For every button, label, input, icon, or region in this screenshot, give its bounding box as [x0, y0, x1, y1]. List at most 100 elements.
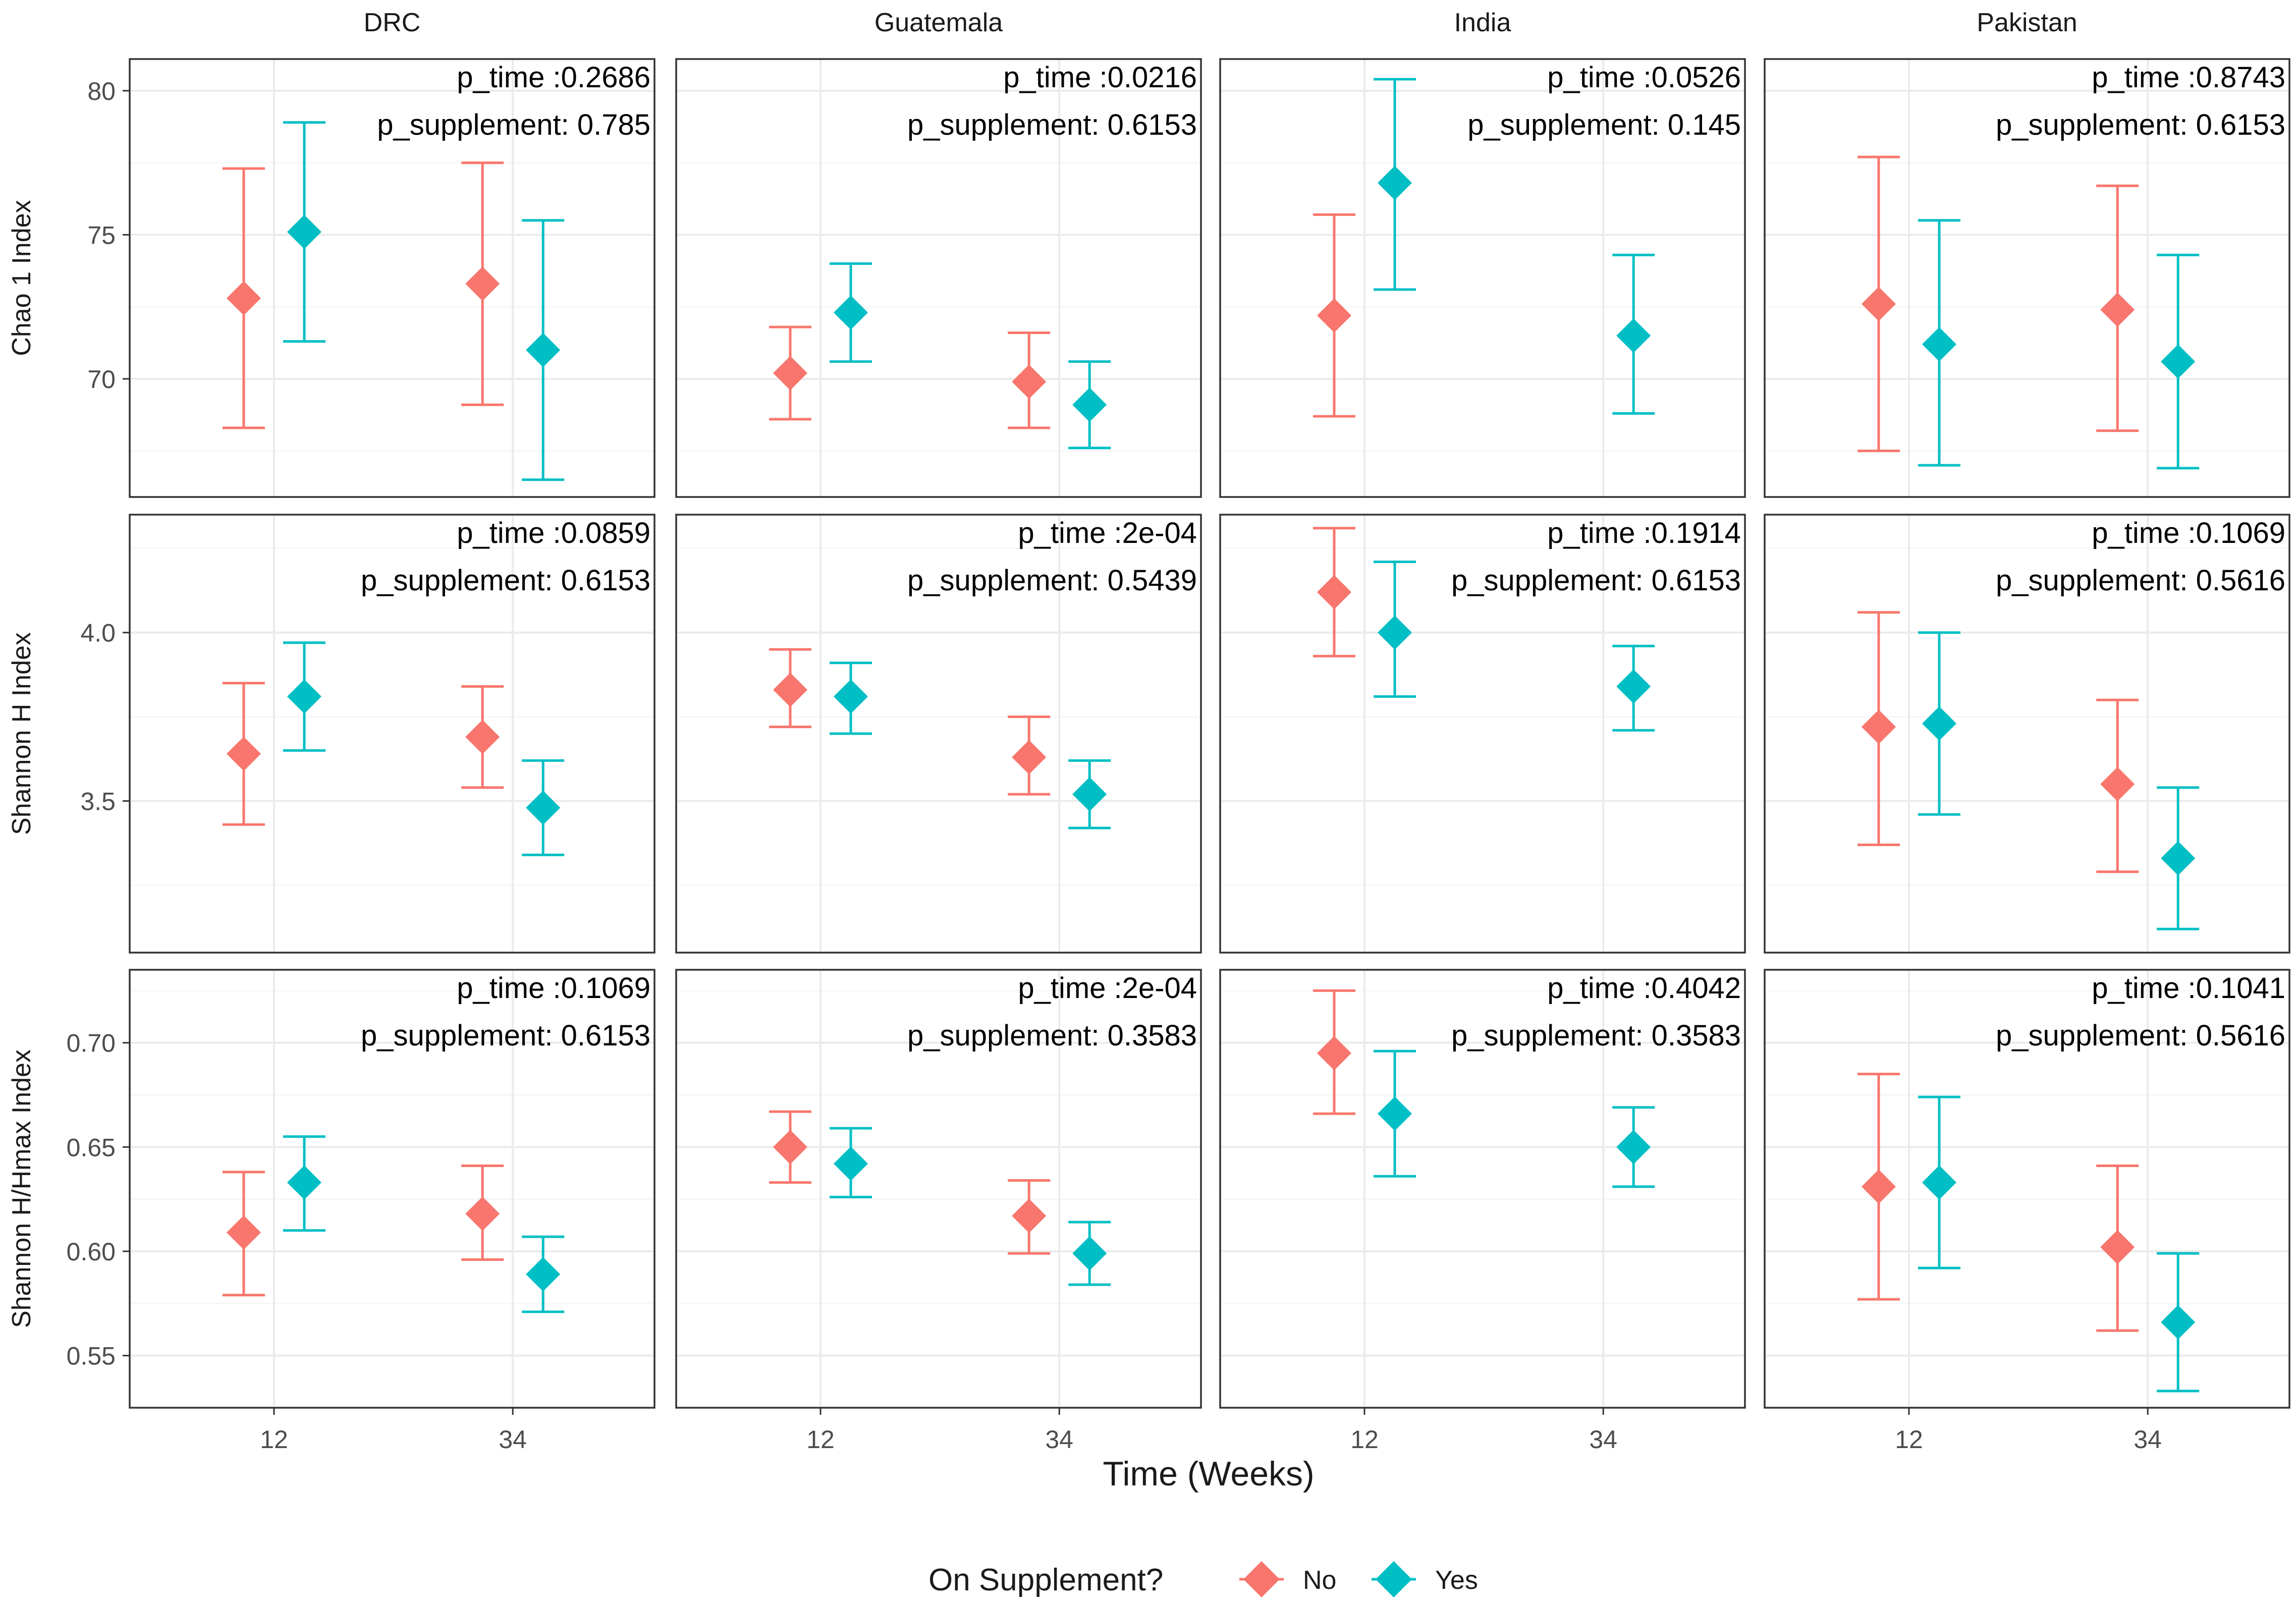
facet-panel-india-row-1: p_time :0.0526 p_supplement: 0.145 [1219, 58, 1746, 498]
mean-diamond-marker [1922, 1165, 1956, 1200]
mean-diamond-marker [1317, 1036, 1351, 1071]
p-time-annotation: p_time :0.1914 [1547, 517, 1741, 549]
data-point-yes-week-34 [1068, 1221, 1111, 1286]
mean-diamond-marker [1317, 298, 1351, 333]
mean-diamond-marker [2100, 292, 2135, 327]
mean-diamond-marker [2100, 1230, 2135, 1264]
panel-border [129, 969, 655, 1409]
data-point-no-week-12 [769, 1110, 811, 1184]
data-point-yes-week-34 [522, 1235, 565, 1313]
data-point-no-week-34 [461, 685, 504, 789]
p-supplement-annotation: p_supplement: 0.6153 [907, 108, 1197, 141]
p-supplement-annotation: p_supplement: 0.6153 [361, 1019, 650, 1052]
data-point-yes-week-34 [1612, 644, 1655, 732]
p-supplement-annotation: p_supplement: 0.3583 [1451, 1019, 1741, 1052]
data-point-yes-week-12 [830, 661, 872, 735]
data-point-no-week-34 [461, 161, 504, 406]
facet-strip-label: India [1454, 8, 1511, 37]
data-point-no-week-12 [1857, 1073, 1900, 1301]
legend-item-label: Yes [1435, 1566, 1478, 1595]
data-point-yes-week-12 [1918, 631, 1960, 816]
mean-diamond-marker [1616, 669, 1651, 704]
mean-diamond-marker [773, 1130, 807, 1165]
x-tick-label: 34 [499, 1425, 527, 1454]
mean-diamond-marker [834, 1146, 868, 1181]
p-time-annotation: p_time :0.4042 [1547, 972, 1741, 1005]
mean-diamond-marker [773, 673, 807, 707]
data-point-yes-week-12 [1918, 1095, 1960, 1269]
mean-diamond-marker [2161, 1305, 2196, 1340]
mean-diamond-marker [1378, 615, 1412, 650]
data-point-no-week-34 [2096, 698, 2139, 873]
p-time-annotation: p_time :2e-04 [1018, 972, 1197, 1005]
mean-diamond-marker [773, 356, 807, 391]
mean-diamond-marker [287, 1165, 321, 1200]
mean-diamond-marker [1072, 388, 1107, 422]
x-tick-label: 34 [1045, 1425, 1073, 1454]
facet-panel-drc-row-1: p_time :0.2686 p_supplement: 0.785 [129, 58, 655, 498]
data-point-no-week-34 [1008, 331, 1051, 429]
data-point-no-week-12 [223, 682, 265, 826]
p-supplement-annotation: p_supplement: 0.785 [377, 108, 650, 141]
p-time-annotation: p_time :2e-04 [1018, 517, 1197, 549]
y-tick-label: 3.5 [80, 788, 116, 816]
mean-diamond-marker [1862, 287, 1896, 321]
p-supplement-annotation: p_supplement: 0.145 [1467, 108, 1741, 141]
data-point-yes-week-12 [1918, 219, 1960, 467]
panel-border [1764, 58, 2290, 498]
panel-border [675, 514, 1202, 954]
p-supplement-annotation: p_supplement: 0.6153 [1451, 564, 1741, 597]
mean-diamond-marker [1317, 575, 1351, 610]
p-time-annotation: p_time :0.0859 [457, 517, 650, 549]
facet-panel-pakistan-row-1: p_time :0.8743 p_supplement: 0.6153 [1764, 58, 2290, 498]
y-tick-label: 0.55 [67, 1342, 116, 1370]
facet-panel-pakistan-row-2: p_time :0.1069 p_supplement: 0.5616 [1764, 514, 2290, 954]
p-time-annotation: p_time :0.1041 [2092, 972, 2285, 1005]
mean-diamond-marker [834, 295, 868, 330]
legend-item-no: No [1239, 1561, 1336, 1597]
y-tick-label: 4.0 [80, 619, 116, 647]
p-time-annotation: p_time :0.8743 [2092, 61, 2285, 94]
facet-panel-guatemala-row-2: p_time :2e-04 p_supplement: 0.5439 [675, 514, 1202, 954]
data-point-yes-week-12 [830, 1127, 872, 1199]
mean-diamond-marker [287, 679, 321, 714]
mean-diamond-marker [2161, 344, 2196, 379]
data-point-no-week-12 [1313, 527, 1355, 657]
mean-diamond-marker [1072, 1236, 1107, 1271]
data-point-yes-week-34 [1068, 759, 1111, 829]
data-point-no-week-12 [223, 1171, 265, 1297]
data-point-no-week-34 [2096, 184, 2139, 432]
data-point-yes-week-34 [522, 219, 565, 481]
panel-border [129, 58, 655, 498]
x-axis-title: Time (Weeks) [1103, 1455, 1314, 1493]
data-point-yes-week-12 [1374, 560, 1416, 698]
y-tick-label: 0.65 [67, 1133, 116, 1161]
mean-diamond-marker [287, 214, 321, 249]
legend-key-diamond [1376, 1561, 1412, 1597]
data-point-no-week-12 [1313, 989, 1355, 1115]
data-point-yes-week-12 [1374, 1049, 1416, 1178]
y-tick-label: 80 [87, 77, 116, 105]
facet-panel-guatemala-row-3: p_time :2e-04 p_supplement: 0.3583 [675, 969, 1202, 1409]
data-point-no-week-34 [1008, 715, 1051, 796]
panel-border [675, 969, 1202, 1409]
y-tick-label: 75 [87, 221, 116, 249]
p-supplement-annotation: p_supplement: 0.6153 [361, 564, 650, 597]
p-supplement-annotation: p_supplement: 0.3583 [907, 1019, 1197, 1052]
mean-diamond-marker [2100, 767, 2135, 802]
data-point-yes-week-12 [283, 121, 325, 343]
facet-strip-label: Guatemala [874, 8, 1003, 37]
x-tick-label: 12 [260, 1425, 288, 1454]
mean-diamond-marker [1378, 1096, 1412, 1131]
mean-diamond-marker [1012, 1198, 1047, 1233]
panel-border [1219, 969, 1746, 1409]
y-axis-title: Shannon H Index [7, 632, 36, 835]
y-axis-title: Shannon H/Hmax Index [7, 1049, 36, 1328]
data-point-yes-week-34 [1068, 360, 1111, 450]
y-tick-label: 0.70 [67, 1029, 116, 1058]
p-supplement-annotation: p_supplement: 0.5616 [1996, 1019, 2285, 1052]
data-point-no-week-12 [1857, 611, 1900, 846]
legend-item-yes: Yes [1372, 1561, 1478, 1597]
data-point-yes-week-34 [2157, 1252, 2200, 1393]
